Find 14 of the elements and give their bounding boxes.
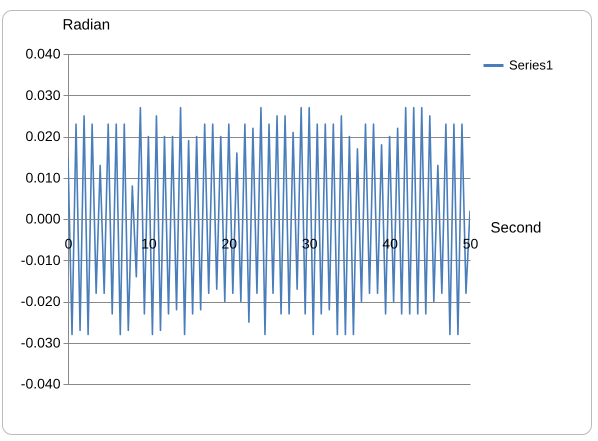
y-tick-label: 0.040	[25, 46, 61, 62]
x-tick-label: 10	[141, 236, 157, 252]
y-tick-label: 0.030	[25, 86, 61, 103]
y-tick-label: -0.030	[20, 334, 61, 350]
y-tick-label: -0.020	[20, 293, 61, 309]
y-tick-label: 0.000	[25, 210, 61, 226]
x-tick-label: 30	[302, 236, 318, 252]
y-tick-label: -0.010	[20, 252, 61, 268]
y-tick-label: -0.040	[20, 376, 61, 392]
y-tick-label: 0.010	[25, 169, 61, 186]
y-tick-label: 0.020	[25, 128, 61, 144]
y-axis-title: Radian	[62, 16, 110, 34]
x-axis-title: Second	[490, 220, 542, 236]
legend-label: Series1	[509, 58, 554, 72]
